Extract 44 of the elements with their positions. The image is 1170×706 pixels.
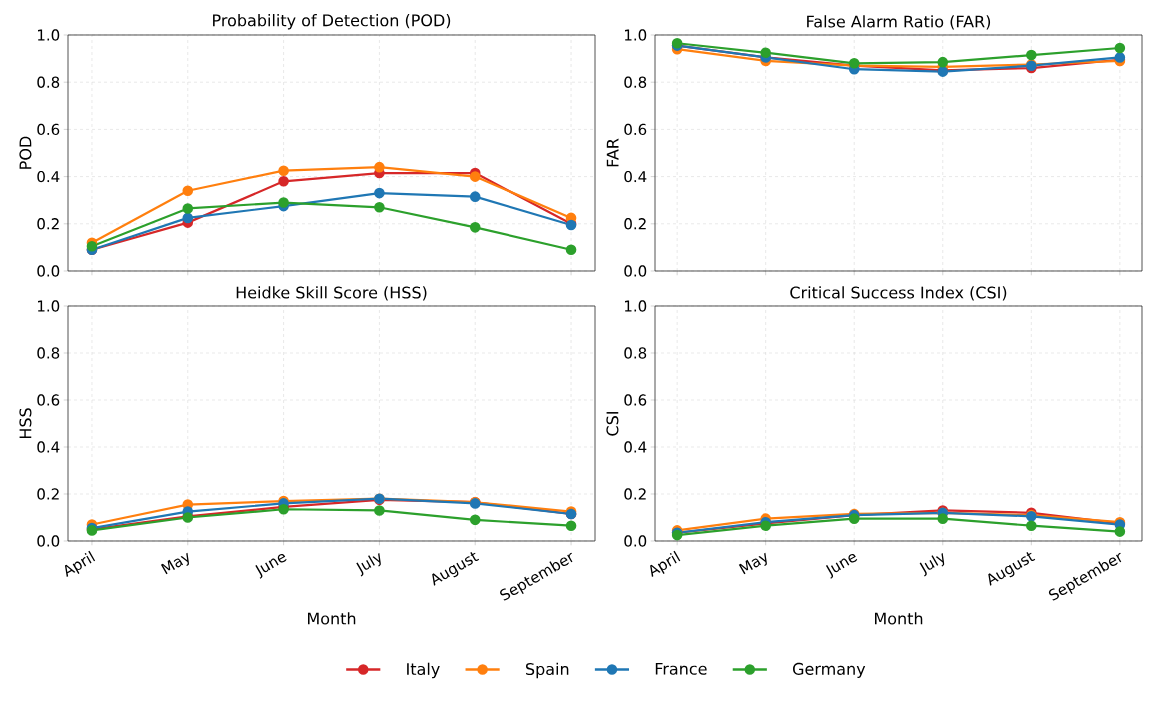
x-tick-label: June [825,553,858,579]
y-tick-label: 0.2 [624,488,646,500]
x-tick-label: July [919,553,945,577]
y-tick-label: 0.2 [37,488,59,500]
x-tick-label: June [255,553,287,579]
y-axis-title: HSS [19,408,32,439]
chart-title: Probability of Detection (POD) [213,13,451,30]
y-tick-label: 0.8 [624,347,647,359]
legend-label: Spain [525,662,569,679]
x-tick-label: May [738,552,767,575]
y-tick-label: 0.0 [37,535,60,547]
y-tick-label: 0.6 [624,123,647,136]
y-tick-label: 0.8 [37,76,60,88]
y-tick-label: 0.6 [37,123,60,136]
y-tick-label: 1.0 [624,300,647,312]
y-tick-label: 0.0 [624,265,647,277]
chart-title: False Alarm Ratio (FAR) [807,15,991,30]
y-tick-label: 0.4 [624,441,647,453]
y-tick-label: 1.0 [38,300,60,312]
y-tick-label: 0.2 [624,218,646,230]
x-axis-title: Month [875,612,923,625]
y-tick-label: 1.0 [38,29,60,41]
y-tick-label: 0.2 [37,218,59,230]
chart-title: Critical Success Index (CSI) [790,286,1007,301]
y-axis-title: FAR [606,138,619,167]
legend-label: Germany [793,662,866,679]
legend-label: France [655,662,707,675]
y-tick-label: 1.0 [625,29,647,41]
y-tick-label: 0.4 [624,170,647,183]
y-axis-title: CSI [606,412,619,436]
y-tick-label: 0.6 [37,394,60,406]
x-tick-label: May [160,552,189,575]
y-tick-label: 0.4 [37,441,60,453]
y-tick-label: 0.0 [624,535,647,547]
y-tick-label: 0.0 [37,265,60,277]
y-tick-label: 0.4 [37,170,60,183]
y-tick-label: 0.8 [624,76,647,88]
y-tick-label: 0.8 [37,347,60,359]
y-tick-label: 0.6 [624,394,647,406]
x-tick-label: July [356,553,381,577]
chart-title: Heidke Skill Score (HSS) [236,286,427,301]
x-axis-title: Month [308,612,356,625]
y-axis-title: POD [19,136,32,169]
legend-label: Italy [407,662,440,679]
